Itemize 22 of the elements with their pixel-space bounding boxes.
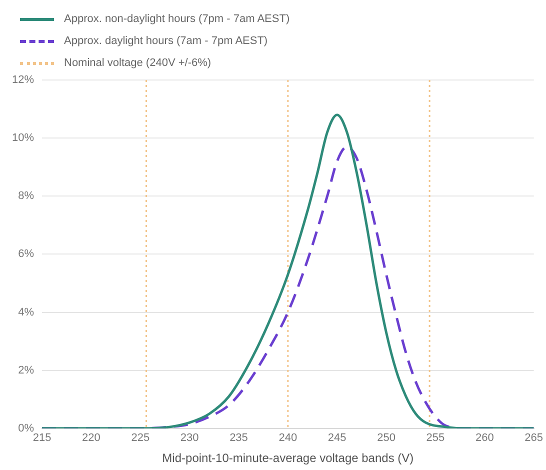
y-tick-label: 10% [12,132,34,144]
y-tick-label: 4% [18,306,34,318]
y-tick-label: 6% [18,248,34,260]
x-tick-label: 260 [475,432,494,444]
x-tick-label: 225 [131,432,150,444]
y-tick-label: 12% [12,74,34,86]
x-tick-label: 250 [377,432,396,444]
x-tick-label: 235 [230,432,248,444]
x-tick-label: 240 [278,432,298,444]
legend-label: Approx. daylight hours (7am - 7pm AEST) [64,35,268,47]
ref-line-label: Nominal voltage (240V +/-6%) [64,57,212,69]
x-tick-label: 230 [180,432,199,444]
x-tick-label: 220 [82,432,100,444]
y-tick-label: 8% [18,190,34,202]
y-tick-label: 0% [18,422,34,434]
x-axis-title: Mid-point-10-minute-average voltage bands (V) [162,451,414,466]
y-tick-label: 2% [18,364,34,376]
x-tick-label: 245 [328,432,346,444]
legend-label: Approx. non-daylight hours (7pm - 7am AEST) [64,13,290,25]
x-tick-label: 265 [524,432,544,444]
x-tick-label: 255 [426,432,445,444]
x-tick-label: 215 [32,432,52,444]
